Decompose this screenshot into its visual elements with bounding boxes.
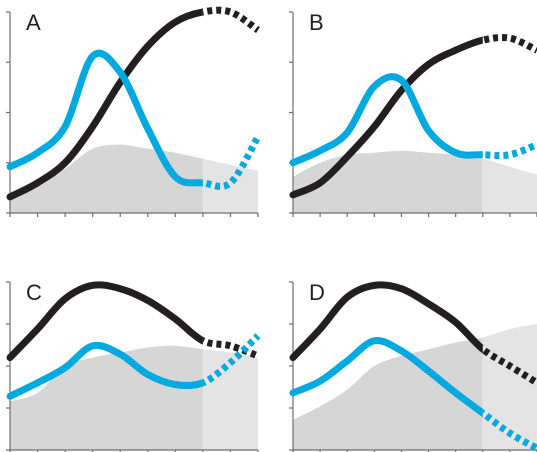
panel-b: B: [289, 10, 537, 217]
series-line-black: [289, 281, 483, 362]
series-line-blue-projected: [202, 333, 261, 387]
series-line-blue-projected: [202, 134, 262, 190]
shaded-area-observed: [10, 345, 203, 450]
panel-d: D: [289, 280, 537, 452]
series-line-black-projected: [482, 33, 537, 54]
shaded-area-projected: [202, 158, 258, 213]
series-line-blue-projected: [482, 141, 537, 160]
panel-a: A: [6, 6, 262, 217]
series-line-black-projected: [202, 6, 261, 34]
panel-label-c: C: [26, 280, 42, 305]
panel-label-b: B: [309, 10, 324, 35]
series-line-black-projected: [202, 336, 260, 360]
series-line-blue: [289, 337, 483, 418]
shaded-area-projected: [482, 158, 537, 213]
series-line-blue-projected: [482, 408, 537, 452]
series-line-blue: [289, 73, 483, 167]
series-line-black: [289, 36, 483, 199]
panel-label-d: D: [309, 280, 325, 305]
series-line-black: [6, 8, 203, 201]
series-line-blue: [6, 341, 203, 400]
shaded-area-observed: [293, 337, 483, 450]
series-line-blue: [6, 49, 203, 187]
panel-c: C: [6, 280, 261, 452]
series-line-black: [6, 281, 203, 362]
panel-label-a: A: [26, 10, 41, 35]
shaded-area-observed: [10, 144, 203, 213]
